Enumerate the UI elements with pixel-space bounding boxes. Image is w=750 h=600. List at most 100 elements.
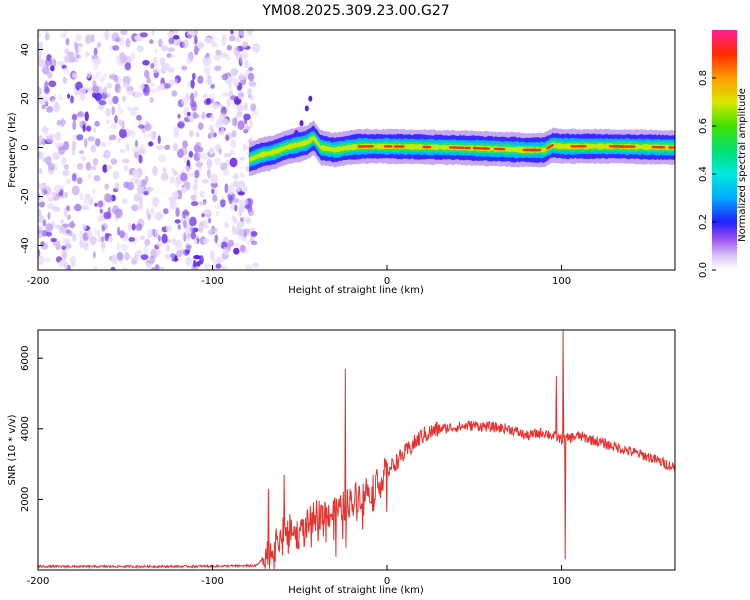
noise-speck	[40, 242, 49, 250]
noise-speck	[97, 200, 104, 208]
noise-speck	[47, 203, 54, 210]
noise-speck	[39, 168, 43, 174]
noise-speck	[77, 119, 83, 126]
noise-speck	[248, 72, 255, 82]
noise-speck	[88, 197, 94, 206]
noise-speck	[174, 178, 180, 188]
noise-speck	[227, 184, 235, 195]
noise-speck	[43, 257, 51, 263]
spectrogram-y-ticks: -40 -20 0 20 40	[20, 43, 43, 254]
noise-speck	[211, 42, 219, 48]
noise-speck	[138, 154, 143, 164]
noise-speck	[138, 200, 144, 211]
noise-speck	[204, 263, 207, 269]
x-tick-label: -100	[201, 576, 224, 587]
y-tick-label: 4000	[20, 416, 31, 441]
noise-speck	[100, 244, 105, 254]
noise-speck	[74, 203, 82, 212]
noise-speck	[69, 230, 73, 236]
noise-speck	[131, 223, 136, 231]
snr-frame	[37, 329, 676, 571]
y-tick-label: 40	[20, 43, 31, 56]
noise-speck	[104, 232, 109, 242]
noise-speck	[186, 111, 191, 117]
noise-speck	[236, 36, 240, 42]
noise-speck	[203, 237, 210, 245]
noise-speck	[230, 68, 239, 76]
noise-speck	[189, 216, 197, 227]
noise-speck	[188, 58, 193, 64]
noise-speck	[169, 253, 176, 259]
noise-speck	[132, 168, 141, 178]
noise-speck	[98, 100, 107, 106]
noise-speck	[42, 157, 51, 163]
noise-speck	[231, 225, 236, 235]
noise-speck	[55, 240, 61, 251]
noise-speck	[118, 119, 122, 126]
noise-speck	[58, 146, 66, 155]
noise-speck	[252, 262, 260, 268]
x-tick-label: -100	[201, 276, 224, 287]
noise-speck	[48, 80, 57, 88]
noise-speck	[187, 82, 191, 88]
noise-speck	[161, 233, 168, 244]
noise-speck	[212, 194, 218, 202]
noise-speck	[190, 231, 196, 240]
noise-speck	[122, 95, 126, 102]
noise-speck	[58, 94, 63, 101]
noise-speck	[116, 251, 124, 261]
y-tick-label: 6000	[20, 346, 31, 371]
noise-speck	[152, 130, 156, 140]
noise-speck	[63, 207, 68, 218]
noise-speck	[244, 246, 249, 254]
noise-speck	[70, 220, 75, 229]
noise-speck	[156, 145, 165, 150]
noise-speck	[194, 35, 198, 45]
noise-speck	[159, 266, 165, 270]
noise-speck	[249, 119, 253, 129]
spectrogram-y-label: Frequency (Hz)	[7, 112, 18, 188]
noise-speck	[145, 262, 151, 269]
noise-speck	[216, 242, 222, 247]
noise-speck	[117, 103, 121, 110]
noise-speck	[108, 235, 113, 243]
noise-speck	[164, 144, 171, 150]
noise-speck	[156, 212, 164, 220]
noise-speck	[238, 72, 247, 81]
noise-speck	[122, 81, 129, 89]
noise-speck	[127, 106, 133, 112]
noise-speck	[132, 130, 136, 138]
noise-speck	[50, 237, 57, 243]
noise-speck	[218, 257, 225, 264]
noise-speck	[46, 106, 54, 113]
noise-speck	[224, 221, 228, 229]
noise-speck	[76, 134, 84, 141]
noise-speck	[192, 112, 197, 119]
noise-speck	[110, 266, 116, 270]
noise-speck	[208, 229, 214, 236]
noise-speck	[82, 124, 86, 132]
noise-speck	[125, 38, 131, 48]
noise-speck	[190, 79, 195, 89]
figure-title: YM08.2025.309.23.00.G27	[261, 3, 449, 19]
noise-speck	[52, 206, 60, 212]
noise-speck	[79, 230, 83, 240]
noise-speck	[161, 63, 168, 72]
noise-speck	[81, 155, 87, 162]
noise-speck	[66, 214, 72, 221]
noise-speck	[119, 36, 125, 46]
noise-speck	[54, 152, 61, 158]
noise-speck	[243, 102, 248, 111]
noise-speck	[176, 122, 185, 128]
noise-speck	[156, 248, 161, 256]
noise-speck	[130, 52, 136, 62]
noise-speck	[116, 242, 120, 252]
noise-speck	[210, 128, 214, 138]
noise-speck	[72, 120, 77, 131]
noise-speck	[177, 224, 181, 230]
noise-speck	[165, 244, 170, 252]
noise-speck	[117, 108, 124, 115]
noise-speck	[98, 104, 105, 111]
noise-speck	[93, 57, 102, 64]
noise-speck	[213, 54, 221, 61]
